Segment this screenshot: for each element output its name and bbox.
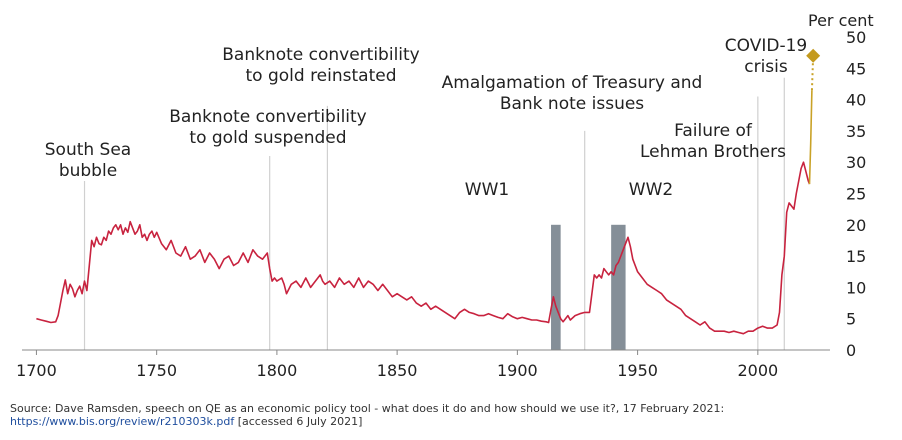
annotation-line: Banknote convertibility bbox=[169, 107, 367, 127]
source-text: Source: Dave Ramsden, speech on QE as an… bbox=[10, 402, 725, 415]
series bbox=[36, 48, 821, 335]
x-tick-label: 2000 bbox=[737, 361, 778, 380]
annotation-line: WW2 bbox=[629, 180, 673, 200]
series-line bbox=[36, 161, 811, 335]
annotation-ww2: WW2 bbox=[629, 180, 673, 200]
y-tick-label: 45 bbox=[846, 59, 866, 78]
annotation-line: WW1 bbox=[465, 180, 509, 200]
x-tick-label: 1850 bbox=[377, 361, 418, 380]
chart: 1700 1750 1800 1850 1900 1950 2000 0 5 10 15 20 25 3… bbox=[16, 11, 874, 380]
y-tick-label: 0 bbox=[846, 341, 856, 360]
y-tick-label: 5 bbox=[846, 310, 856, 329]
y-tick-label: 25 bbox=[846, 185, 866, 204]
annotation-lehman: Failure of Lehman Brothers bbox=[640, 121, 786, 162]
x-axis-ticks: 1700 1750 1800 1850 1900 1950 2000 bbox=[16, 350, 778, 380]
annotation-line: to gold reinstated bbox=[245, 66, 396, 86]
annotation-line: Banknote convertibility bbox=[222, 45, 420, 65]
annotation-line: COVID-19 bbox=[725, 36, 807, 56]
annotation-line: to gold suspended bbox=[189, 128, 346, 148]
x-tick-label: 1700 bbox=[16, 361, 57, 380]
y-tick-label: 20 bbox=[846, 216, 866, 235]
annotation-line: Amalgamation of Treasury and bbox=[442, 73, 703, 93]
annotation-amalgamation: Amalgamation of Treasury and Bank note is… bbox=[442, 73, 703, 114]
y-tick-label: 10 bbox=[846, 278, 866, 297]
y-tick-label: 50 bbox=[846, 28, 866, 47]
y-tick-label: 15 bbox=[846, 247, 866, 266]
y-tick-label: 40 bbox=[846, 91, 866, 110]
annotation-line: South Sea bbox=[45, 140, 131, 160]
war-bar bbox=[611, 224, 626, 350]
annotation-line: Bank note issues bbox=[500, 94, 644, 114]
x-tick-label: 1750 bbox=[136, 361, 177, 380]
y-tick-label: 30 bbox=[846, 153, 866, 172]
point-marker bbox=[806, 48, 821, 63]
annotation-convertibility-reinstated: Banknote convertibility to gold reinstate… bbox=[222, 45, 420, 86]
annotation-line: Failure of bbox=[674, 121, 753, 141]
y-tick-label: 35 bbox=[846, 122, 866, 141]
annotation-line: crisis bbox=[744, 57, 788, 77]
y-axis-label: Per cent bbox=[808, 11, 874, 30]
source-note: Source: Dave Ramsden, speech on QE as an… bbox=[10, 402, 895, 428]
war-bar bbox=[551, 224, 561, 350]
annotation-convertibility-suspended: Banknote convertibility to gold suspended bbox=[169, 107, 367, 148]
source-link[interactable]: https://www.bis.org/review/r210303k.pdf bbox=[10, 415, 235, 428]
annotation-covid: COVID-19 crisis bbox=[725, 36, 807, 77]
event-lines bbox=[83, 77, 785, 350]
projection-line bbox=[810, 55, 815, 91]
war-bars bbox=[551, 224, 626, 350]
annotation-south-sea: South Sea bubble bbox=[45, 140, 131, 181]
annotation-line: bubble bbox=[59, 161, 117, 181]
source-accessed: [accessed 6 July 2021] bbox=[234, 415, 363, 428]
annotation-line: Lehman Brothers bbox=[640, 142, 786, 162]
x-tick-label: 1950 bbox=[617, 361, 658, 380]
x-tick-label: 1800 bbox=[257, 361, 298, 380]
annotation-ww1: WW1 bbox=[465, 180, 509, 200]
x-tick-label: 1900 bbox=[497, 361, 538, 380]
series-line bbox=[808, 90, 813, 185]
y-axis-ticks: 0 5 10 15 20 25 30 35 40 45 50 bbox=[846, 28, 866, 360]
